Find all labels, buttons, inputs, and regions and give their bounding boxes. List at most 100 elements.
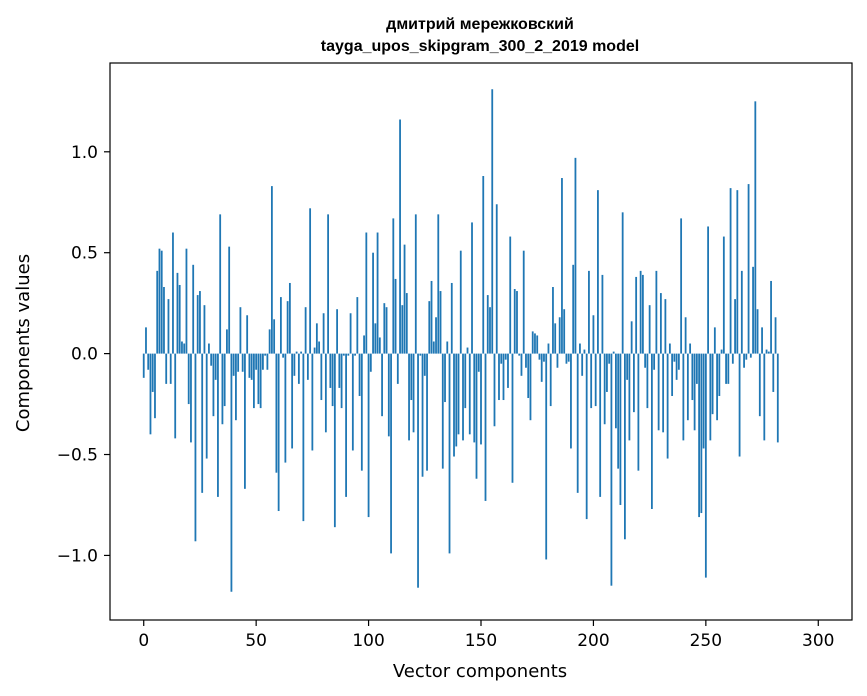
bar xyxy=(709,353,712,441)
bar xyxy=(630,321,633,354)
bar xyxy=(603,353,606,425)
bar xyxy=(612,351,615,354)
bar xyxy=(208,343,210,354)
bar xyxy=(349,313,352,354)
bar xyxy=(774,317,777,354)
bar xyxy=(457,353,460,435)
bar xyxy=(491,89,494,354)
bar xyxy=(255,353,258,370)
bar xyxy=(720,349,723,354)
bar xyxy=(392,218,395,354)
bar xyxy=(221,353,224,425)
bar xyxy=(770,280,772,354)
bar xyxy=(320,353,323,401)
y-tick-label: 0.5 xyxy=(71,244,98,264)
bar xyxy=(610,353,613,586)
bar xyxy=(174,353,177,439)
bar xyxy=(187,353,190,405)
bar xyxy=(655,270,658,354)
bar xyxy=(183,343,186,354)
bar xyxy=(315,323,318,354)
x-tick-label: 150 xyxy=(465,631,497,651)
bar xyxy=(223,353,226,407)
bar xyxy=(291,353,294,449)
bar xyxy=(684,317,687,354)
bar xyxy=(628,353,631,441)
bar xyxy=(601,274,604,354)
bar xyxy=(650,353,653,509)
bar xyxy=(356,297,359,354)
bar xyxy=(149,353,152,435)
bar xyxy=(279,297,282,354)
bar xyxy=(657,353,660,431)
bar xyxy=(495,204,498,354)
bar xyxy=(675,353,678,380)
bar xyxy=(235,353,237,421)
bar xyxy=(338,353,341,388)
bar xyxy=(619,353,622,505)
plot-frame xyxy=(109,62,853,621)
x-axis-label: Vector components xyxy=(393,661,567,682)
x-tick-label: 100 xyxy=(352,631,384,651)
bar xyxy=(516,291,518,354)
bar xyxy=(570,353,572,449)
bar xyxy=(354,353,356,356)
x-tick-label: 0 xyxy=(138,631,149,651)
bar xyxy=(212,353,215,417)
bar xyxy=(453,353,455,457)
bar xyxy=(165,353,168,384)
bar xyxy=(686,353,689,421)
bar xyxy=(590,353,593,409)
bar xyxy=(743,353,745,368)
bar xyxy=(214,353,217,380)
bar xyxy=(439,291,442,354)
bar xyxy=(480,353,482,445)
y-axis-label: Components values xyxy=(13,254,34,432)
bar xyxy=(740,270,743,354)
bar xyxy=(680,218,683,354)
bar xyxy=(414,214,417,354)
bar xyxy=(459,250,462,354)
bar xyxy=(288,282,291,354)
bar xyxy=(682,353,685,441)
bar xyxy=(358,353,361,396)
bar xyxy=(475,353,478,479)
bar xyxy=(484,353,487,501)
bar xyxy=(543,353,545,362)
bar xyxy=(311,353,314,451)
bar xyxy=(749,353,752,358)
bar xyxy=(405,293,408,354)
bar xyxy=(160,250,163,354)
bar xyxy=(259,353,262,409)
bar xyxy=(644,353,647,368)
bar xyxy=(181,341,183,354)
chart-subtitle: tayga_upos_skipgram_300_2_2019 model xyxy=(321,38,639,55)
bar xyxy=(248,353,251,378)
bar xyxy=(399,119,401,354)
bar xyxy=(336,309,338,354)
bar xyxy=(554,323,557,354)
bar xyxy=(232,353,235,376)
bar xyxy=(579,343,581,354)
bar xyxy=(226,329,228,354)
bar xyxy=(241,353,244,372)
bar xyxy=(493,353,496,427)
bar xyxy=(567,353,570,362)
bar xyxy=(534,333,536,354)
bar xyxy=(156,270,159,354)
bar xyxy=(322,313,325,354)
bar xyxy=(754,101,757,354)
bar xyxy=(394,278,397,354)
bar xyxy=(167,299,170,354)
bar xyxy=(574,157,577,354)
bar xyxy=(228,246,231,354)
bar xyxy=(190,353,192,443)
bar xyxy=(253,353,255,409)
bar xyxy=(468,353,471,435)
bar xyxy=(262,353,264,370)
bar xyxy=(500,353,503,364)
bar xyxy=(372,252,374,354)
bar xyxy=(437,214,440,354)
bar xyxy=(608,353,611,364)
